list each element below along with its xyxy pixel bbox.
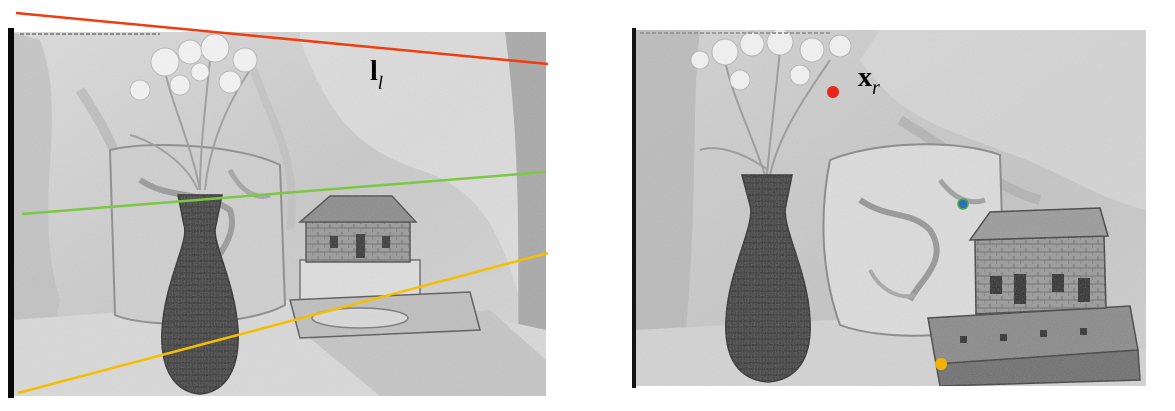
left-image-border	[8, 28, 14, 398]
yellow-epipolar-line	[17, 251, 549, 395]
point-label-sub: r	[872, 77, 880, 99]
epipolar-line-label: ll	[370, 56, 383, 94]
point-label-main: x	[858, 62, 872, 93]
epipolar-line-label-main: l	[370, 56, 378, 87]
red-epipolar-line	[15, 11, 549, 66]
red-point	[827, 86, 839, 98]
green-epipolar-line	[21, 170, 547, 216]
corresponding-points	[827, 86, 969, 370]
left-stereo-image	[12, 32, 546, 396]
yellow-point	[935, 358, 947, 370]
point-label: xr	[858, 62, 880, 99]
right-image-border	[632, 28, 636, 388]
epipolar-lines	[15, 11, 549, 395]
blue-point	[957, 198, 969, 210]
epipolar-line-label-sub: l	[378, 73, 383, 94]
right-stereo-image	[634, 30, 1146, 386]
